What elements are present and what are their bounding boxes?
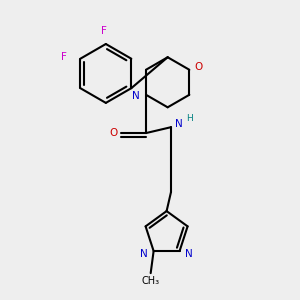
Text: N: N — [140, 249, 148, 259]
Text: N: N — [132, 91, 140, 101]
Text: O: O — [194, 62, 202, 72]
Text: O: O — [110, 128, 118, 138]
Text: N: N — [176, 119, 183, 129]
Text: N: N — [185, 249, 193, 259]
Text: F: F — [61, 52, 67, 62]
Text: H: H — [186, 114, 193, 123]
Text: CH₃: CH₃ — [142, 276, 160, 286]
Text: F: F — [101, 26, 107, 36]
